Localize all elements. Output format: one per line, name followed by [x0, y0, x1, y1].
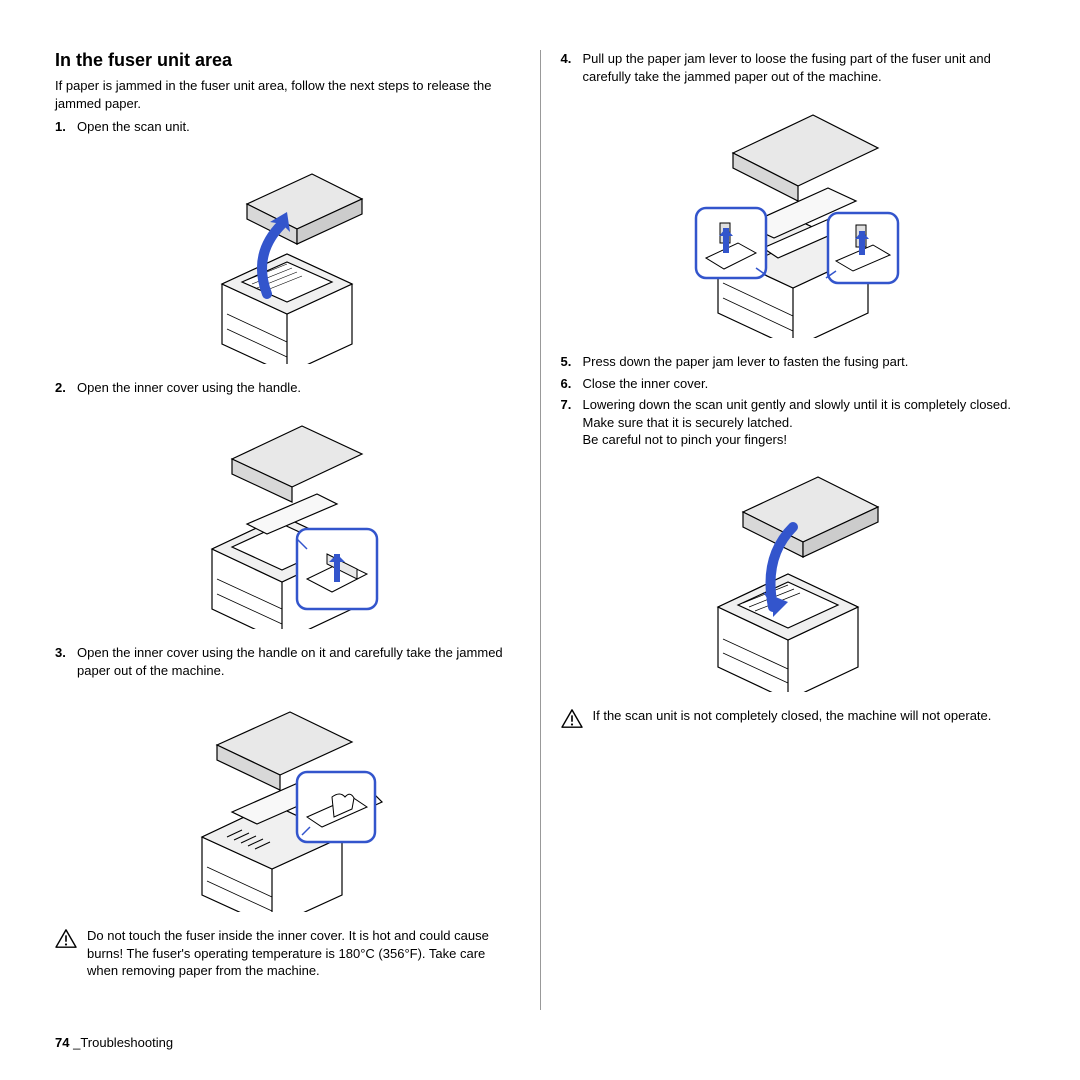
figure-3 — [55, 687, 520, 915]
footer-section: Troubleshooting — [80, 1035, 173, 1050]
page-footer: 74 _Troubleshooting — [55, 1035, 173, 1050]
step-text: Pull up the paper jam lever to loose the… — [583, 50, 1026, 85]
figure-1 — [55, 144, 520, 367]
step-item: 4. Pull up the paper jam lever to loose … — [561, 50, 1026, 85]
step-text: Open the inner cover using the handle. — [77, 379, 520, 397]
warning-text: Do not touch the fuser inside the inner … — [87, 927, 520, 980]
warning-icon — [561, 709, 583, 734]
right-column: 4. Pull up the paper jam lever to loose … — [541, 50, 1026, 1010]
step-number: 6. — [561, 375, 583, 393]
intro-text: If paper is jammed in the fuser unit are… — [55, 77, 520, 112]
left-steps-3: 3. Open the inner cover using the handle… — [55, 644, 520, 679]
figure-2 — [55, 404, 520, 632]
right-steps-b: 5. Press down the paper jam lever to fas… — [561, 353, 1026, 449]
left-column: In the fuser unit area If paper is jamme… — [55, 50, 541, 1010]
step-item: 5. Press down the paper jam lever to fas… — [561, 353, 1026, 371]
step-number: 7. — [561, 396, 583, 449]
warning-icon — [55, 929, 77, 954]
step-item: 6. Close the inner cover. — [561, 375, 1026, 393]
warning-left: Do not touch the fuser inside the inner … — [55, 927, 520, 980]
step-item: 3. Open the inner cover using the handle… — [55, 644, 520, 679]
step-text: Open the inner cover using the handle on… — [77, 644, 520, 679]
left-steps-2: 2. Open the inner cover using the handle… — [55, 379, 520, 397]
two-column-layout: In the fuser unit area If paper is jamme… — [55, 50, 1025, 1010]
step-number: 4. — [561, 50, 583, 85]
left-steps-1: 1. Open the scan unit. — [55, 118, 520, 136]
step-item: 2. Open the inner cover using the handle… — [55, 379, 520, 397]
step-text: Lowering down the scan unit gently and s… — [583, 396, 1026, 449]
step-number: 3. — [55, 644, 77, 679]
step-text: Press down the paper jam lever to fasten… — [583, 353, 1026, 371]
step-text: Open the scan unit. — [77, 118, 520, 136]
section-heading: In the fuser unit area — [55, 50, 520, 71]
step-number: 5. — [561, 353, 583, 371]
page-number: 74 — [55, 1035, 69, 1050]
step-item: 1. Open the scan unit. — [55, 118, 520, 136]
step-number: 1. — [55, 118, 77, 136]
figure-5 — [561, 457, 1026, 695]
step-text: Close the inner cover. — [583, 375, 1026, 393]
warning-text: If the scan unit is not completely close… — [593, 707, 992, 725]
right-steps-a: 4. Pull up the paper jam lever to loose … — [561, 50, 1026, 85]
step-number: 2. — [55, 379, 77, 397]
warning-right: If the scan unit is not completely close… — [561, 707, 1026, 734]
figure-4 — [561, 93, 1026, 341]
step-item: 7. Lowering down the scan unit gently an… — [561, 396, 1026, 449]
